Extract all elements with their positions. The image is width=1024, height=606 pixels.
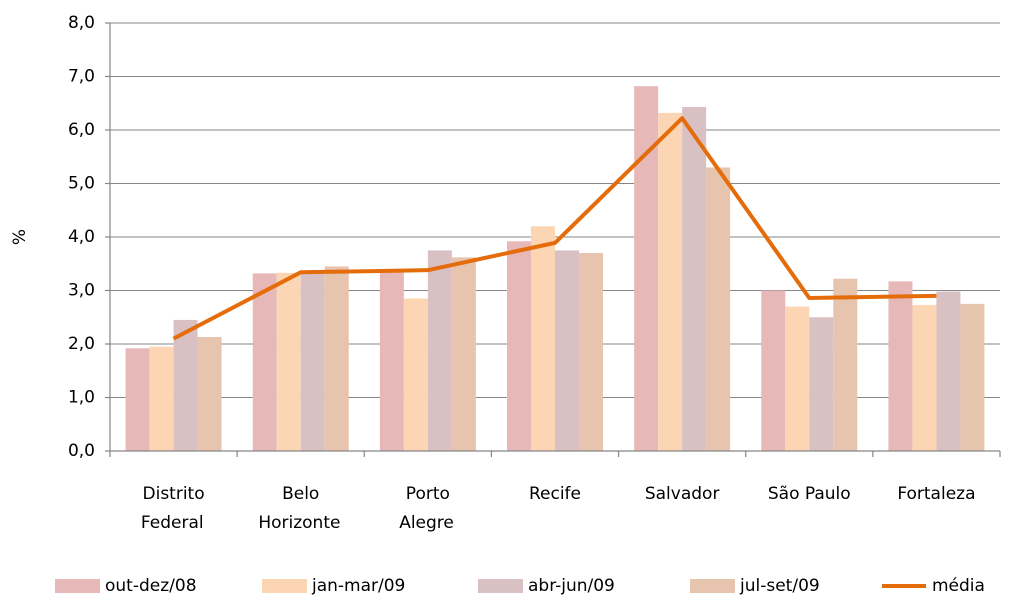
legend-swatch [55,579,100,593]
bar [555,250,579,451]
bar [761,290,786,451]
bar [785,306,810,451]
bar [427,250,452,451]
y-axis-label: % [10,229,30,245]
bar [888,281,913,451]
bar [300,271,325,451]
y-tick-label: 1,0 [68,388,95,408]
y-tick-label: 6,0 [68,120,95,140]
bar [809,317,834,451]
bar [531,226,555,451]
legend-label: out-dez/08 [105,576,197,596]
y-tick-label: 5,0 [68,174,95,194]
x-tick-label: Belo Horizonte [253,484,341,533]
x-tick-label: Salvador [645,484,720,504]
x-tick-label: Fortaleza [897,484,975,504]
bar [960,303,985,451]
legend-swatch [478,579,523,593]
legend-label: média [932,576,985,596]
legend-label: abr-jun/09 [528,576,615,596]
bar [149,346,174,451]
bar [634,86,659,451]
bar [912,304,937,451]
bar [682,106,707,452]
x-tick-label: Distrito Federal [136,484,205,533]
y-tick-label: 0,0 [68,441,95,461]
bar [252,273,277,451]
bar [125,348,150,451]
bar [507,241,531,451]
bar [706,167,731,451]
bar [197,337,222,451]
y-tick-label: 3,0 [68,281,95,301]
bar [936,291,961,451]
bar [276,272,301,451]
x-tick-label: Porto Alegre [394,484,454,533]
legend-swatch [690,579,735,593]
y-tick-label: 7,0 [68,67,95,87]
bar [324,266,349,451]
legend-swatch [262,579,307,593]
bar [379,270,404,451]
x-tick-label: Recife [529,484,581,504]
legend-label: jan-mar/09 [311,576,405,596]
bar [579,253,603,451]
bar [173,319,198,451]
bar [833,278,858,451]
y-tick-label: 2,0 [68,334,95,354]
line [172,116,937,341]
bar [451,257,476,451]
legend-label: jul-set/09 [739,576,820,596]
x-tick-label: São Paulo [768,484,851,504]
y-tick-label: 4,0 [68,227,95,247]
bar [658,112,683,451]
bar [403,298,428,451]
y-tick-label: 8,0 [68,13,95,33]
